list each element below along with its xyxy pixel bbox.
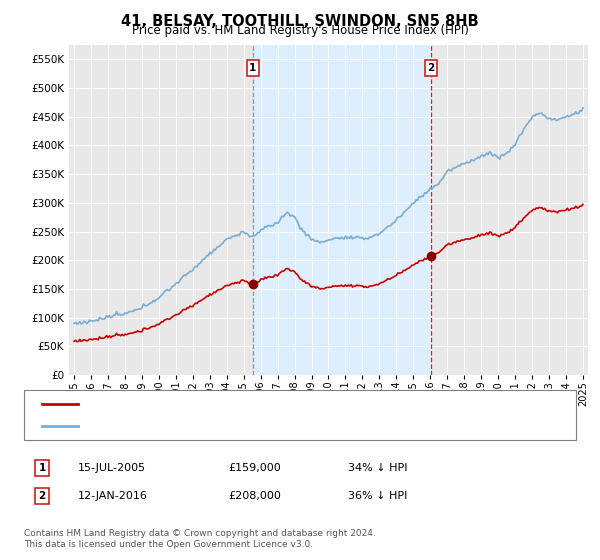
Text: 41, BELSAY, TOOTHILL, SWINDON, SN5 8HB (detached house): 41, BELSAY, TOOTHILL, SWINDON, SN5 8HB (… <box>87 399 409 409</box>
Text: 2: 2 <box>38 491 46 501</box>
Text: £159,000: £159,000 <box>228 463 281 473</box>
Text: 12-JAN-2016: 12-JAN-2016 <box>78 491 148 501</box>
Text: 15-JUL-2005: 15-JUL-2005 <box>78 463 146 473</box>
Text: 34% ↓ HPI: 34% ↓ HPI <box>348 463 407 473</box>
Text: 2: 2 <box>427 63 434 73</box>
Text: Contains HM Land Registry data © Crown copyright and database right 2024.
This d: Contains HM Land Registry data © Crown c… <box>24 529 376 549</box>
Text: 1: 1 <box>249 63 256 73</box>
Text: Price paid vs. HM Land Registry's House Price Index (HPI): Price paid vs. HM Land Registry's House … <box>131 24 469 37</box>
Text: HPI: Average price, detached house, Swindon: HPI: Average price, detached house, Swin… <box>87 421 324 431</box>
Bar <box>253 45 431 375</box>
Text: 41, BELSAY, TOOTHILL, SWINDON, SN5 8HB: 41, BELSAY, TOOTHILL, SWINDON, SN5 8HB <box>121 14 479 29</box>
Text: £208,000: £208,000 <box>228 491 281 501</box>
Text: 36% ↓ HPI: 36% ↓ HPI <box>348 491 407 501</box>
Text: 1: 1 <box>38 463 46 473</box>
